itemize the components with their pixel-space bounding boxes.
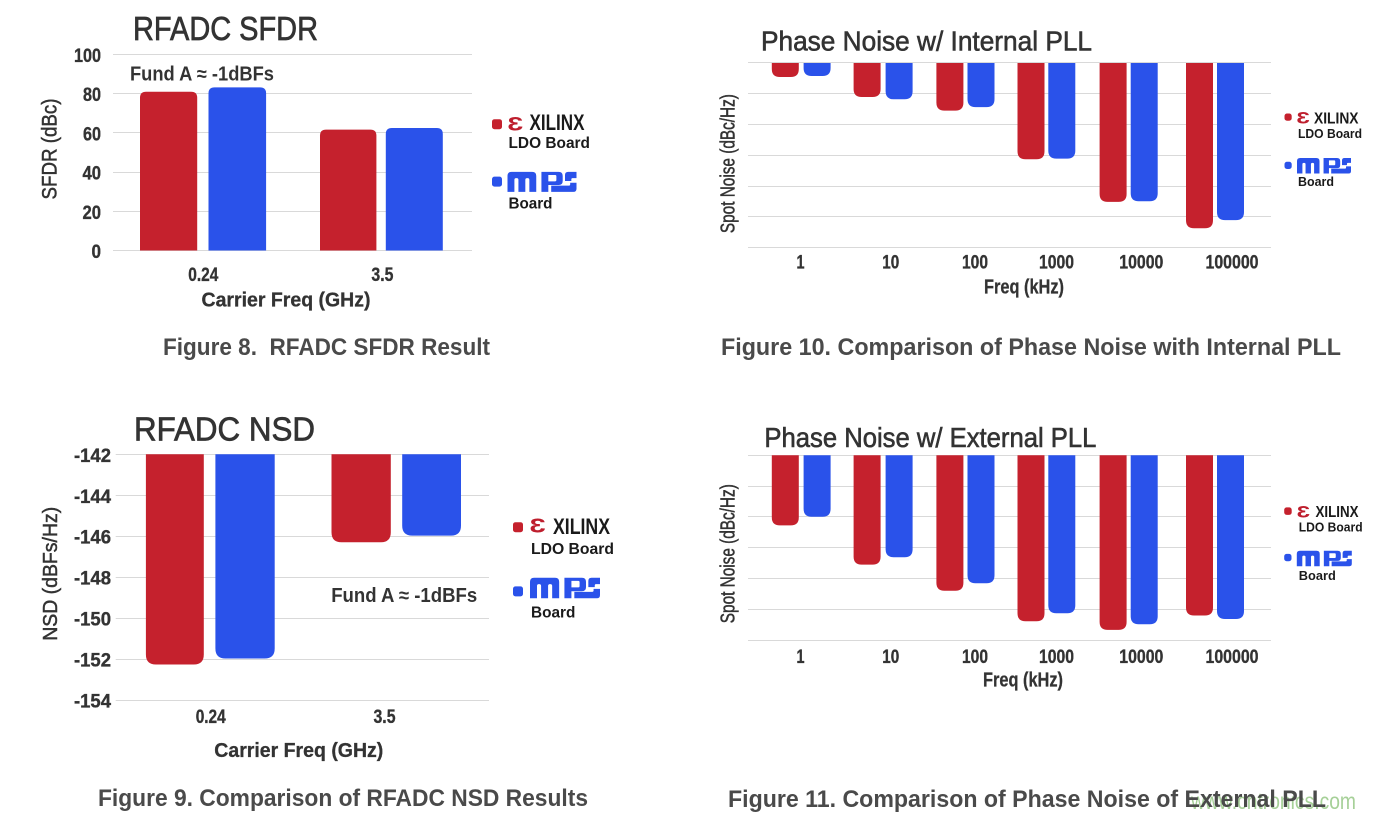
svg-text:100: 100 (74, 46, 101, 67)
svg-text:SFDR (dBc): SFDR (dBc) (39, 99, 62, 200)
svg-text:-144: -144 (74, 487, 111, 508)
svg-text:Figure 10. Comparison of Phase: Figure 10. Comparison of Phase Noise wit… (721, 334, 1341, 361)
svg-text:60: 60 (83, 124, 101, 145)
svg-text:Freq (kHz): Freq (kHz) (983, 670, 1063, 692)
svg-text:XILINX: XILINX (1314, 111, 1359, 128)
svg-text:100: 100 (962, 647, 988, 668)
svg-text:Spot Noise (dBc/Hz): Spot Noise (dBc/Hz) (718, 484, 740, 623)
svg-text:LDO Board: LDO Board (1299, 521, 1363, 535)
svg-text:RFADC NSD: RFADC NSD (134, 411, 315, 448)
svg-text:3: 3 (1297, 503, 1310, 521)
svg-text:3: 3 (530, 516, 546, 538)
svg-text:10000: 10000 (1119, 647, 1163, 668)
svg-text:-146: -146 (74, 528, 111, 549)
svg-text:NSD (dBFs/Hz): NSD (dBFs/Hz) (40, 507, 62, 641)
svg-text:XILINX: XILINX (1316, 504, 1359, 521)
svg-text:Figure 8. RFADC SFDR Result: Figure 8. RFADC SFDR Result (163, 334, 490, 361)
svg-text:40: 40 (83, 164, 102, 185)
svg-text:Board: Board (509, 196, 553, 213)
svg-text:www.cntronics.com: www.cntronics.com (1190, 788, 1356, 814)
svg-text:1000: 1000 (1039, 252, 1074, 273)
svg-text:80: 80 (83, 85, 101, 106)
svg-text:Phase Noise w/ External PLL: Phase Noise w/ External PLL (764, 422, 1096, 453)
svg-text:XILINX: XILINX (553, 514, 610, 539)
svg-text:3: 3 (1297, 110, 1310, 128)
svg-text:LDO Board: LDO Board (531, 541, 614, 558)
svg-text:-152: -152 (74, 651, 111, 672)
svg-text:Fund A ≈ -1dBFs: Fund A ≈ -1dBFs (331, 585, 477, 607)
svg-text:XILINX: XILINX (530, 110, 585, 135)
svg-text:-150: -150 (74, 610, 111, 631)
svg-text:LDO Board: LDO Board (509, 135, 591, 152)
svg-text:LDO Board: LDO Board (1298, 127, 1362, 141)
svg-text:Phase Noise w/ Internal PLL: Phase Noise w/ Internal PLL (761, 26, 1092, 57)
svg-text:3: 3 (507, 114, 523, 136)
svg-text:-148: -148 (74, 569, 111, 590)
svg-text:0.24: 0.24 (196, 707, 226, 728)
svg-text:100000: 100000 (1206, 252, 1259, 273)
svg-text:20: 20 (83, 203, 102, 224)
svg-text:-142: -142 (74, 446, 111, 467)
svg-text:Figure 11. Comparison of Phase: Figure 11. Comparison of Phase Noise of … (728, 786, 1326, 813)
svg-text:10000: 10000 (1119, 252, 1163, 273)
svg-text:Spot Noise (dBc/Hz): Spot Noise (dBc/Hz) (718, 94, 740, 233)
svg-text:100: 100 (962, 252, 988, 273)
svg-text:100000: 100000 (1206, 647, 1259, 668)
svg-text:Carrier Freq (GHz): Carrier Freq (GHz) (214, 740, 383, 762)
svg-text:-154: -154 (74, 692, 111, 713)
svg-text:Board: Board (1299, 569, 1336, 583)
svg-text:1: 1 (797, 252, 805, 273)
svg-text:3.5: 3.5 (371, 265, 393, 286)
svg-text:0.24: 0.24 (188, 265, 218, 286)
svg-text:Fund A ≈ -1dBFs: Fund A ≈ -1dBFs (130, 64, 274, 86)
svg-text:Figure 9. Comparison of RFADC: Figure 9. Comparison of RFADC NSD Result… (98, 785, 588, 812)
svg-text:1: 1 (797, 647, 805, 668)
svg-text:10: 10 (882, 647, 899, 668)
svg-text:Carrier Freq (GHz): Carrier Freq (GHz) (202, 290, 371, 312)
svg-text:RFADC SFDR: RFADC SFDR (133, 10, 318, 47)
svg-text:10: 10 (882, 252, 899, 273)
svg-text:3.5: 3.5 (374, 707, 396, 728)
svg-text:Freq (kHz): Freq (kHz) (984, 277, 1064, 299)
svg-text:0: 0 (92, 242, 102, 263)
svg-text:Board: Board (531, 605, 575, 622)
svg-text:Board: Board (1298, 175, 1334, 189)
svg-text:1000: 1000 (1039, 647, 1074, 668)
